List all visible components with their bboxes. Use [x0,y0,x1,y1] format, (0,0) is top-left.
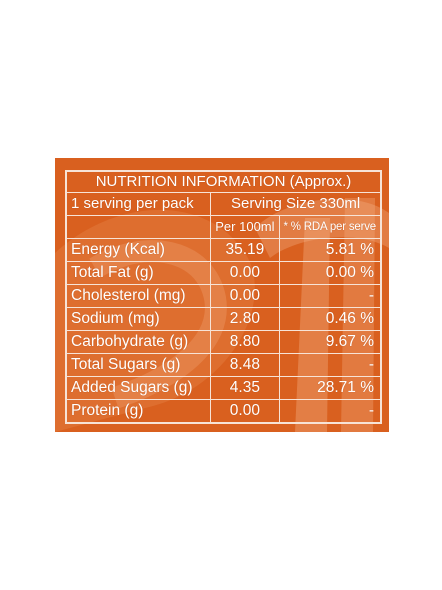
rda-value: - [278,399,382,424]
per100-value: 8.80 [210,330,280,354]
serving-size: Serving Size 330ml [210,192,382,216]
header-rda: * % RDA per serve [278,215,382,239]
rda-value: 0.00 % [278,261,382,285]
title-row: NUTRITION INFORMATION (Approx.) [65,170,382,193]
header-per-100ml: Per 100ml [210,215,280,239]
table-title: NUTRITION INFORMATION (Approx.) [65,170,382,193]
per100-value: 35.19 [210,238,280,262]
nutrient-name: Protein (g) [65,399,212,424]
nutrient-name: Carbohydrate (g) [65,330,212,354]
table-row: Carbohydrate (g) 8.80 9.67 % [65,330,382,354]
rda-value: 5.81 % [278,238,382,262]
rda-value: 0.46 % [278,307,382,331]
nutrition-label-panel: NUTRITION INFORMATION (Approx.) 1 servin… [55,158,389,432]
per100-value: 8.48 [210,353,280,377]
table-row: Total Fat (g) 0.00 0.00 % [65,261,382,285]
header-blank [65,215,212,239]
rda-value: 9.67 % [278,330,382,354]
nutrient-name: Cholesterol (mg) [65,284,212,308]
per100-value: 4.35 [210,376,280,400]
serving-row: 1 serving per pack Serving Size 330ml [65,192,382,216]
per100-value: 0.00 [210,399,280,424]
nutrient-name: Sodium (mg) [65,307,212,331]
per100-value: 0.00 [210,284,280,308]
serving-per-pack: 1 serving per pack [65,192,212,216]
per100-value: 0.00 [210,261,280,285]
table-row: Protein (g) 0.00 - [65,399,382,424]
table-row: Cholesterol (mg) 0.00 - [65,284,382,308]
nutrient-name: Energy (Kcal) [65,238,212,262]
rda-value: - [278,353,382,377]
table-row: Total Sugars (g) 8.48 - [65,353,382,377]
table-row: Energy (Kcal) 35.19 5.81 % [65,238,382,262]
nutrient-name: Added Sugars (g) [65,376,212,400]
table-row: Sodium (mg) 2.80 0.46 % [65,307,382,331]
table-row: Added Sugars (g) 4.35 28.71 % [65,376,382,400]
header-row: Per 100ml * % RDA per serve [65,215,382,239]
nutrient-name: Total Fat (g) [65,261,212,285]
per100-value: 2.80 [210,307,280,331]
nutrient-name: Total Sugars (g) [65,353,212,377]
nutrition-table: NUTRITION INFORMATION (Approx.) 1 servin… [65,170,382,424]
rda-value: 28.71 % [278,376,382,400]
rda-value: - [278,284,382,308]
